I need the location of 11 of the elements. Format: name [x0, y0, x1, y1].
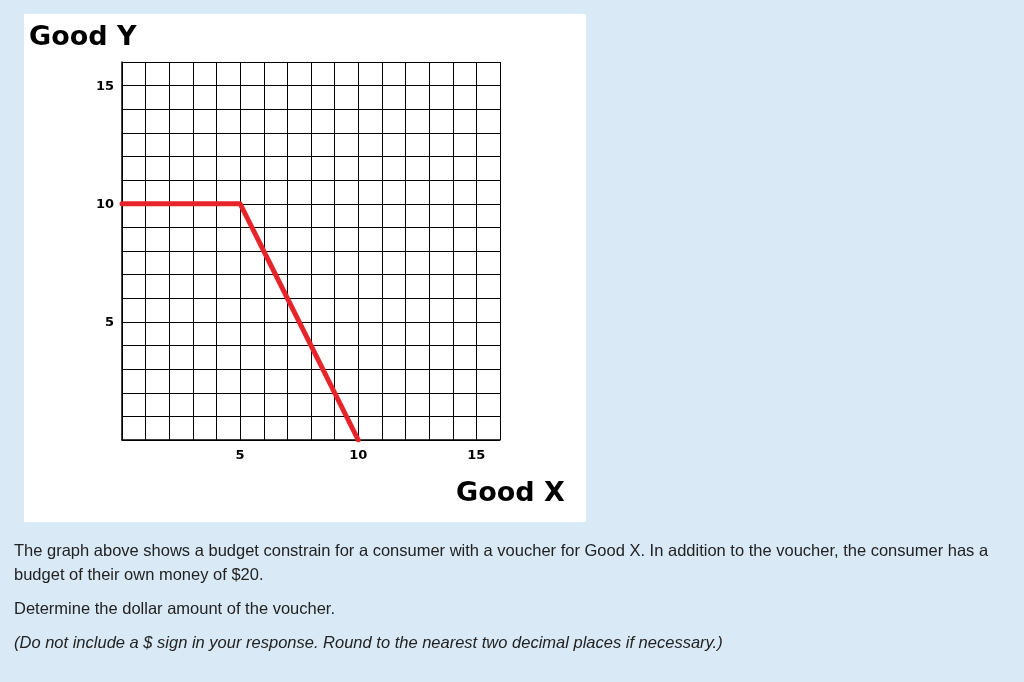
- y-tick-label: 5: [104, 314, 114, 330]
- x-tick-label: 15: [467, 447, 486, 462]
- x-tick-label: 5: [235, 447, 245, 462]
- text: The graph above shows a budget constrain for a consumer with a voucher for Good X. In addition to the voucher, the consumer has a budget of their own money of $20.: [14, 540, 990, 585]
- x-tick-label: 10: [349, 447, 368, 462]
- chart-title: Good Y: [29, 20, 137, 51]
- text: Determine the dollar amount of the voucher.: [14, 598, 337, 619]
- text: (Do not include a $ sign in your response. Round to the nearest two decimal places if necessary.): [14, 632, 724, 653]
- y-tick-label: 10: [95, 196, 114, 212]
- y-tick-label: 15: [95, 78, 114, 94]
- x-axis-title: Good X: [456, 476, 565, 507]
